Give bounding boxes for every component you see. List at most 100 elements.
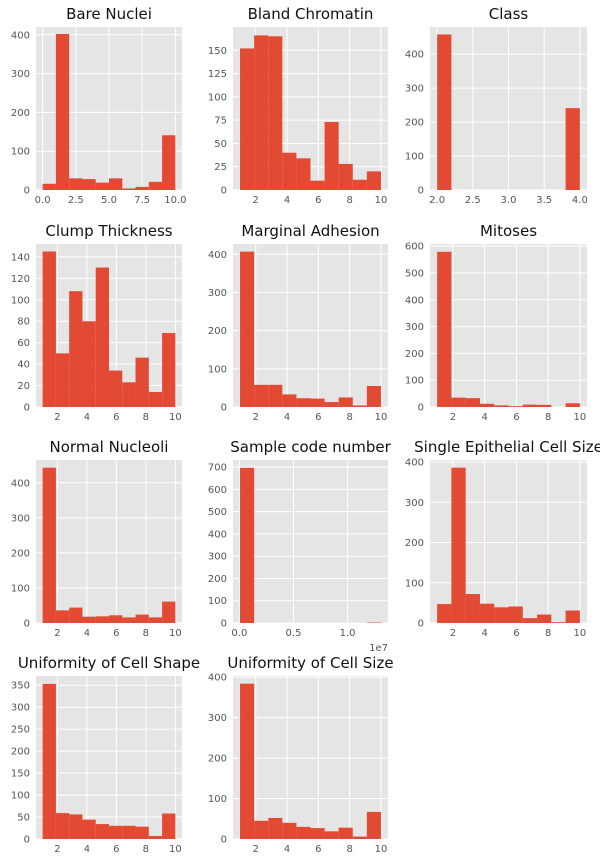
histogram-bar	[55, 353, 70, 407]
x-tick-label: 3.5	[536, 195, 552, 206]
y-tick-label: 0	[221, 186, 227, 197]
x-tick-label: 4.0	[572, 195, 588, 206]
y-tick-label: 100	[11, 791, 30, 802]
histogram-bar	[451, 467, 466, 623]
y-tick-label: 400	[11, 478, 30, 489]
histogram-bar	[352, 836, 367, 839]
x-tick-label: 8	[545, 412, 551, 423]
y-tick-label: 300	[208, 288, 227, 299]
histogram-bar	[551, 622, 566, 623]
x-tick-label: 5.0	[101, 195, 117, 206]
y-tick-label: 400	[405, 295, 424, 306]
y-tick-label: 150	[11, 769, 30, 780]
histogram-bar	[366, 171, 381, 190]
histogram-bar	[268, 384, 283, 407]
y-tick-label: 100	[405, 376, 424, 387]
x-tick-label: 10	[169, 412, 182, 423]
histogram-bar	[95, 616, 109, 623]
y-tick-label: 150	[208, 46, 227, 57]
histogram-bar	[69, 291, 83, 407]
y-tick-label: 80	[17, 317, 30, 328]
y-tick-label: 300	[11, 703, 30, 714]
histogram-bar	[82, 179, 96, 190]
x-tick-label: 6	[113, 844, 119, 855]
histogram-bar	[148, 391, 163, 407]
x-tick-label: 2	[253, 844, 259, 855]
histogram-bar	[310, 398, 325, 407]
x-tick-label: 10	[169, 844, 182, 855]
histogram-bar	[465, 594, 480, 623]
histogram-bar	[162, 601, 176, 623]
x-tick-label: 8	[545, 628, 551, 639]
x-tick-label: 0.5	[286, 628, 302, 639]
histogram-bar	[148, 617, 163, 623]
histogram-bar	[95, 182, 109, 190]
histogram-bar	[240, 48, 255, 191]
x-tick-label: 10	[375, 195, 388, 206]
y-tick-label: 100	[405, 578, 424, 589]
x-tick-label: 4	[284, 412, 290, 423]
histogram-bar	[122, 382, 136, 407]
y-tick-label: 400	[208, 250, 227, 261]
x-tick-label: 7.5	[134, 195, 150, 206]
chart-title: Uniformity of Cell Size	[227, 654, 393, 672]
histogram-bar	[437, 34, 452, 191]
histogram-bar	[122, 188, 136, 190]
chart-title: Class	[489, 5, 529, 23]
histogram-bar	[135, 614, 149, 623]
y-tick-label: 0	[221, 835, 227, 846]
x-tick-label: 2	[54, 844, 60, 855]
histogram-bar	[268, 36, 283, 190]
x-tick-label: 6	[315, 412, 321, 423]
histogram-bar	[437, 604, 452, 623]
histogram-bar	[55, 813, 70, 839]
chart-title: Uniformity of Cell Shape	[18, 654, 200, 672]
histogram-bar	[310, 828, 325, 839]
histogram-bar	[135, 357, 149, 407]
histogram-bar	[565, 610, 580, 623]
histogram-bar	[494, 405, 509, 407]
histogram-bar	[254, 35, 269, 190]
x-tick-label: 10	[375, 412, 388, 423]
y-tick-label: 500	[405, 268, 424, 279]
histogram-bar	[310, 180, 325, 190]
y-tick-label: 50	[214, 139, 227, 150]
histogram-bar	[109, 370, 123, 407]
histogram-bar	[324, 831, 339, 839]
histogram-bar	[69, 814, 83, 839]
x-tick-label: 2	[253, 195, 259, 206]
histogram-bar	[296, 826, 311, 839]
histogram-bar	[296, 398, 311, 407]
y-tick-label: 600	[405, 242, 424, 253]
histogram-bar	[479, 403, 495, 407]
histogram-bar	[122, 825, 136, 839]
y-tick-label: 400	[405, 458, 424, 469]
y-tick-label: 25	[214, 162, 227, 173]
histogram-bar	[451, 397, 466, 407]
y-tick-label: 0	[221, 619, 227, 630]
histogram-bar	[352, 179, 367, 190]
histogram-bar	[109, 178, 123, 190]
plot-area	[430, 244, 587, 407]
y-tick-label: 300	[405, 84, 424, 95]
histogram-bar	[537, 614, 552, 623]
chart-title: Normal Nucleoli	[50, 438, 169, 456]
x-tick-label: 8	[346, 844, 352, 855]
y-tick-label: 300	[405, 498, 424, 509]
x-tick-label: 10	[375, 844, 388, 855]
y-tick-label: 200	[405, 349, 424, 360]
histogram-bar	[42, 683, 56, 839]
histogram-bar	[82, 616, 96, 623]
histogram-bar	[135, 826, 149, 839]
y-tick-label: 100	[208, 92, 227, 103]
histogram-bar	[282, 152, 297, 190]
y-tick-label: 100	[11, 295, 30, 306]
histogram-bar	[82, 321, 96, 407]
chart-title: Sample code number	[230, 438, 391, 456]
x-tick-label: 4	[284, 195, 290, 206]
histogram-bar	[437, 251, 452, 407]
